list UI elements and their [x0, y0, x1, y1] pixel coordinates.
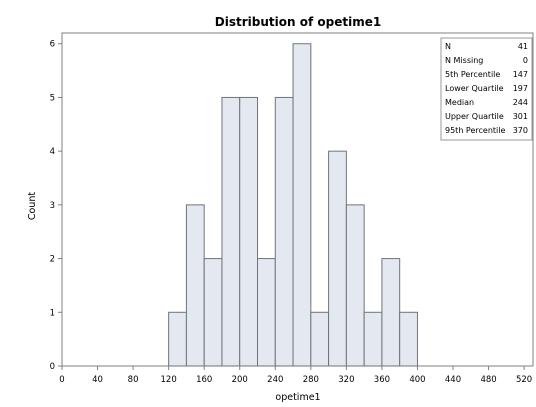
stats-box: [440, 37, 533, 141]
y-tick-label: 0: [50, 362, 55, 372]
stats-label: 95th Percentile: [445, 126, 505, 135]
stats-label: N Missing: [445, 56, 483, 65]
x-tick-label: 0: [59, 375, 64, 385]
y-tick-label: 2: [50, 255, 55, 265]
x-tick-label: 240: [267, 375, 283, 385]
y-tick-label: 5: [50, 93, 55, 103]
y-tick-label: 3: [50, 201, 55, 211]
x-axis-label: opetime1: [275, 392, 320, 403]
stats-label: Median: [445, 98, 474, 107]
stats-inset-table: N 41 N Missing 0 5th Percentile 147 Lower Quar…: [440, 37, 533, 141]
x-tick-label: 440: [445, 375, 461, 385]
x-tick-label: 120: [161, 375, 177, 385]
y-axis: 0 1 2 3 4 5 6: [50, 40, 62, 372]
histogram-bar-5: [257, 258, 276, 367]
stats-value: 0: [523, 56, 528, 65]
histogram-bars: [168, 43, 418, 367]
histogram-bar-3: [221, 96, 241, 367]
stats-value: 197: [513, 84, 528, 93]
x-tick-label: 80: [128, 375, 139, 385]
histogram-bar-4: [239, 96, 259, 367]
histogram-bar-9: [328, 150, 347, 367]
histogram-bar-6: [274, 96, 294, 367]
histogram-bar-10: [345, 204, 365, 367]
stats-label: 5th Percentile: [445, 70, 500, 79]
x-tick-label: 520: [516, 375, 532, 385]
histogram-bar-0: [168, 311, 187, 367]
x-tick-label: 160: [196, 375, 212, 385]
y-axis-label: Count: [27, 192, 38, 220]
chart-title: Distribution of opetime1: [215, 15, 381, 29]
histogram-bar-12: [381, 258, 401, 367]
x-tick-label: 480: [480, 375, 496, 385]
x-tick-label: 320: [338, 375, 354, 385]
stats-value: 244: [513, 98, 528, 107]
histogram-bar-2: [203, 258, 223, 367]
stats-label: Upper Quartile: [445, 112, 504, 121]
y-tick-label: 4: [50, 147, 55, 157]
histogram-bar-8: [310, 311, 330, 367]
histogram-bar-1: [185, 204, 205, 367]
stats-label: N: [445, 42, 451, 51]
stats-value: 370: [513, 126, 528, 135]
stats-value: 301: [513, 112, 528, 121]
x-tick-label: 360: [374, 375, 390, 385]
x-tick-label: 200: [232, 375, 248, 385]
x-tick-label: 280: [303, 375, 319, 385]
stats-value: 41: [518, 42, 528, 51]
y-tick-label: 1: [50, 308, 55, 318]
x-tick-label: 400: [409, 375, 425, 385]
histogram-bar-11: [363, 311, 383, 367]
histogram-bar-7: [292, 43, 312, 367]
stats-value: 147: [513, 70, 528, 79]
y-tick-label: 6: [50, 40, 55, 50]
stats-label: Lower Quartile: [445, 84, 504, 93]
histogram-bar-13: [399, 311, 418, 367]
x-axis: 0 40 80 120 160 200 240 280 320 360 400 440 480 520: [59, 366, 532, 385]
x-tick-label: 40: [92, 375, 103, 385]
